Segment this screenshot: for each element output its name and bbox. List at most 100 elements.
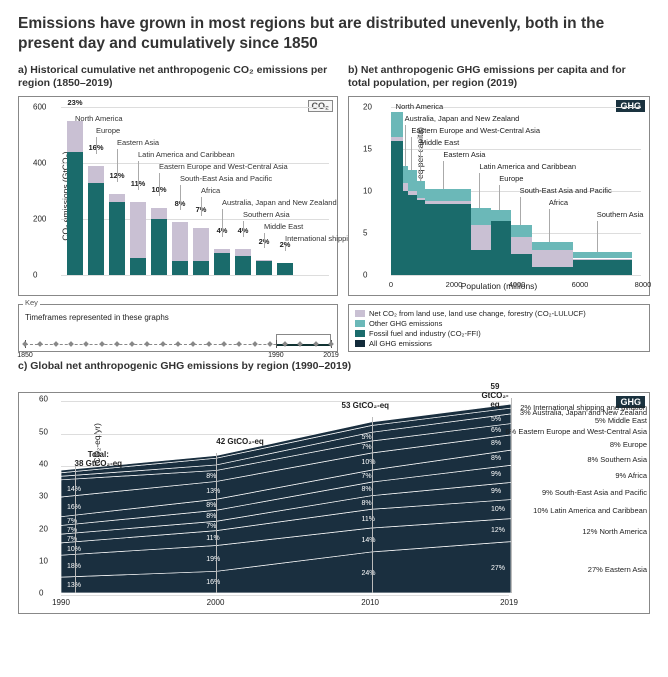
legend-item: All GHG emissions [355,339,643,348]
chart-c-pct: 27% [491,565,505,572]
chart-b-bar [471,208,491,275]
chart-c-pct: 8% [206,502,216,509]
panel-a: a) Historical cumulative net anthropogen… [18,64,338,296]
chart-c-region-label: 6% Eastern Europe and West-Central Asia [505,427,647,436]
chart-b-bar-label: Eastern Asia [443,150,485,159]
chart-a-bar-label: Latin America and Caribbean [138,150,235,159]
chart-a-bar: 4% [214,249,230,276]
chart-b-bar [511,225,532,275]
chart-c-region-label: 12% North America [582,527,647,536]
timeline: 185019902019 [25,338,331,350]
chart-c-total: 53 GtCO₂-eq [342,401,390,410]
legend: Net CO₂ from land use, land use change, … [348,304,650,352]
chart-c-pct: 11% [206,535,220,542]
chart-c-pct: 8% [206,513,216,520]
chart-b-xtick: 8000 [635,280,652,289]
legend-item: Fossil fuel and industry (CO₂-FFI) [355,329,643,338]
chart-c-pct: 5% [362,434,372,441]
chart-b-bar-label: Latin America and Caribbean [479,162,576,171]
chart-b-box: GHG GHG emissions (tCO₂-eq per capita) 0… [348,96,650,296]
chart-a-bar-label: Eastern Asia [117,138,159,147]
chart-b-bar [425,189,472,276]
chart-c-pct: 5% [491,416,501,423]
chart-c-pct: 19% [206,556,220,563]
panel-b: b) Net anthropogenic GHG emissions per c… [348,64,650,296]
chart-c-pct: 10% [491,506,505,513]
chart-c-pct: 9% [491,471,501,478]
chart-a-bar-label: Europe [96,126,120,135]
chart-b-bar-label: South-East Asia and Pacific [520,186,612,195]
chart-b-bar [573,252,631,276]
chart-c-pct: 8% [491,455,501,462]
chart-b-bar-label: Africa [549,198,568,207]
chart-b-ytick: 5 [363,229,367,238]
chart-b-ytick: 10 [363,187,372,196]
chart-c-pct: 7% [362,444,372,451]
legend-item: Net CO₂ from land use, land use change, … [355,309,643,318]
chart-c-xtick: 1990 [52,598,70,607]
chart-a-bar: 11% [130,202,146,275]
chart-c-pct: 9% [491,488,501,495]
key-row: Key Timeframes represented in these grap… [18,304,650,352]
chart-c-ytick: 0 [39,589,43,598]
chart-b-bar [491,210,511,276]
chart-a-bar: 16% [88,166,104,275]
chart-a-bar: 2% [277,263,293,276]
chart-b-ytick: 0 [363,271,367,280]
chart-c-pct: 8% [362,500,372,507]
chart-b-xlabel: Population (millions) [461,281,538,291]
chart-c-region-label: 8% Southern Asia [587,455,647,464]
chart-b-xtick: 0 [389,280,393,289]
chart-b-bar-label: Australia, Japan and New Zealand [405,114,520,123]
chart-c-box: GHG GHG emissions per year (GtCO₂-eq/yr)… [18,392,650,614]
chart-c-xtick: 2019 [500,598,518,607]
chart-b-xtick: 6000 [572,280,589,289]
chart-c-pct: 11% [362,516,376,523]
timeframe-caption: Timeframes represented in these graphs [25,313,331,322]
chart-c-region-label: 10% Latin America and Caribbean [533,506,647,515]
chart-a-bar: 10% [151,208,167,275]
chart-a-bar: 23% [67,121,83,275]
chart-a-bar-label: Middle East [264,222,303,231]
chart-c-pct: 13% [206,488,220,495]
chart-a-bar: 4% [235,249,251,276]
chart-c-region-label: 9% Africa [615,471,647,480]
chart-b-bar [532,242,573,276]
chart-a-ytick: 200 [33,215,46,224]
chart-b-bar [417,181,425,275]
chart-c-pct: 14% [362,537,376,544]
chart-c-ytick: 60 [39,395,48,404]
timeframe-key: Key Timeframes represented in these grap… [18,304,338,352]
chart-c-pct: 7% [206,523,216,530]
chart-c-pct: 7% [362,473,372,480]
panel-c-title: c) Global net anthropogenic GHG emission… [18,360,650,388]
top-row: a) Historical cumulative net anthropogen… [18,64,650,296]
chart-c-xtick: 2010 [361,598,379,607]
panel-b-title: b) Net anthropogenic GHG emissions per c… [348,64,650,92]
chart-b-ytick: 15 [363,145,372,154]
chart-a-ytick: 0 [33,271,37,280]
chart-b-ytick: 20 [363,103,372,112]
chart-a-box: CO₂ CO₂ emissions (GtCO₂) 020040060023%N… [18,96,338,296]
chart-c-pct: 16% [206,579,220,586]
chart-b-bar [408,170,417,275]
chart-a-bar: 8% [172,222,188,275]
chart-a-ytick: 600 [33,103,46,112]
chart-a-bar-label: Southern Asia [243,210,290,219]
chart-a-bar: 12% [109,194,125,275]
panel-a-title: a) Historical cumulative net anthropogen… [18,64,338,92]
chart-c-pct: 8% [491,440,501,447]
chart-c-region-label: 5% Middle East [595,416,647,425]
chart-c-ytick: 20 [39,524,48,533]
legend-item: Other GHG emissions [355,319,643,328]
chart-c-total: 42 GtCO₂-eq [216,437,264,446]
chart-a-bar: 2% [256,260,272,275]
chart-c-pct: 8% [362,486,372,493]
chart-b-bar-label: Southern Asia [597,210,644,219]
chart-a-ytick: 400 [33,159,46,168]
chart-a-bar-label: Australia, Japan and New Zealand [222,198,337,207]
chart-c-pct: 7% [67,518,77,525]
chart-b-bar [391,111,403,275]
panel-c: c) Global net anthropogenic GHG emission… [18,360,650,614]
timeline-tick: 2019 [323,352,339,359]
